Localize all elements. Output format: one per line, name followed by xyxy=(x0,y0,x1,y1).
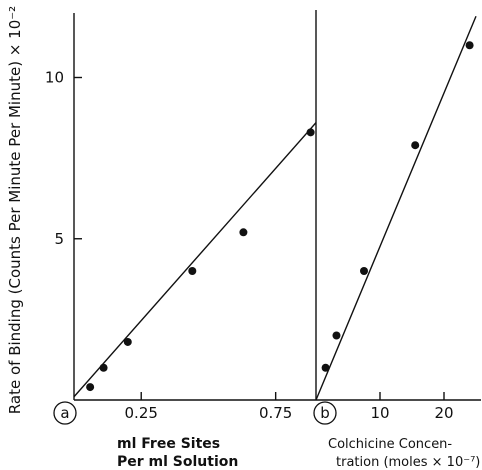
panel-a-data-point xyxy=(86,383,95,392)
panel-a-xtick-label: 0.75 xyxy=(259,404,292,422)
panel-a-label: a xyxy=(53,401,77,425)
panel-b-letter: b xyxy=(320,404,330,422)
panel-a-marks xyxy=(73,122,317,398)
panel-a-xlabel-line-1: ml Free Sites xyxy=(117,436,220,452)
panel-a-data-point xyxy=(306,128,315,137)
panel-b-xlabel-line-2: tration (moles × 10⁻⁷) xyxy=(336,455,480,470)
panel-b-fit-line xyxy=(315,15,477,401)
panel-b-xtick-label: 20 xyxy=(434,404,453,422)
panel-a-ticks: 0.25 0.75 5 10 xyxy=(45,69,292,423)
panel-a-frame xyxy=(73,13,316,401)
panel-a-data-point xyxy=(99,363,108,372)
panel-a-letter: a xyxy=(60,404,69,422)
panel-b-data-point xyxy=(321,363,330,372)
y-axis-label: Rate of Binding (Counts Per Minute Per M… xyxy=(6,6,24,414)
panel-b-marks xyxy=(315,15,477,401)
panel-b-label: b xyxy=(313,401,337,425)
y-axis-label-text: Rate of Binding (Counts Per Minute Per M… xyxy=(6,6,24,414)
panel-a-data-point xyxy=(188,267,197,275)
panel-a-ytick-label: 10 xyxy=(45,69,64,87)
panel-a-data-point xyxy=(123,337,132,346)
panel-b-xtick-label: 10 xyxy=(370,404,389,422)
panel-a-fit-line xyxy=(73,122,317,398)
panel-a-xtick-label: 0.25 xyxy=(125,404,158,422)
panel-b-data-point xyxy=(360,267,368,275)
panel-b-data-point xyxy=(332,331,341,340)
panel-a-data-point xyxy=(239,228,248,237)
panel-b-xlabel-line-1: Colchicine Concen- xyxy=(328,437,452,452)
panel-a-ytick-label: 5 xyxy=(54,230,64,248)
panel-a-xlabel-line-2: Per ml Solution xyxy=(117,454,238,470)
panel-b-data-point xyxy=(465,41,474,50)
panel-b-data-point xyxy=(411,141,420,150)
panel-b-ticks: 10 20 xyxy=(370,392,454,422)
